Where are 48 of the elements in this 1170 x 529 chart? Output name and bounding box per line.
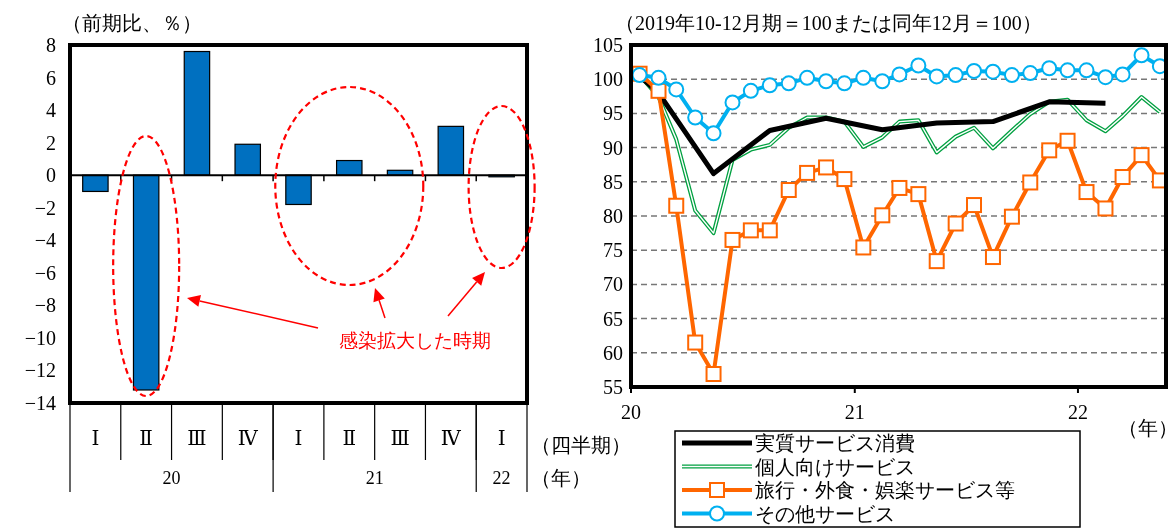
legend-label: 個人向けサービス [755,455,915,478]
y-axis-title: （前期比、％） [62,12,202,34]
x-tick-label: Ⅳ [237,427,259,449]
x-tick-label: Ⅲ [390,427,410,449]
y-tick-label: 95 [603,102,623,125]
x-tick-label: Ⅱ [342,427,357,449]
y-tick-label: 70 [603,273,623,296]
y-tick-label: 60 [603,341,623,364]
text: 22 [492,468,511,489]
y-tick-label: 90 [603,136,623,159]
y-tick-label: 105 [593,34,623,56]
y-tick-label: −8 [34,294,56,317]
legend-label: その他サービス [755,502,895,525]
y-tick-label: −14 [24,392,56,414]
legend-label: 旅行・外食・娯楽サービス等 [755,479,1015,501]
x-tick-label: 20 [621,401,641,423]
x-tick-label: 22 [1067,401,1088,423]
y-tick-label: −12 [24,359,56,382]
y-tick-label: 75 [603,239,623,262]
y-tick-label: −4 [34,229,56,252]
x-tick-label: Ⅰ [294,427,303,449]
x-tick-label: Ⅳ [440,427,462,449]
x-tick-label: Ⅲ [187,427,207,449]
x-axis-title: （四半期） [531,434,631,456]
x-tick-label: Ⅰ [91,427,100,449]
y-tick-label: 8 [46,34,56,56]
text: （年） [531,467,591,489]
text: 21 [365,468,384,489]
y-tick-label: 80 [603,205,623,227]
y-tick-label: 4 [46,99,56,122]
x-tick-label: Ⅰ [497,427,506,449]
y-tick-label: 65 [603,307,623,330]
annotation: 感染拡大した時期 [339,329,491,351]
y-tick-label: 6 [46,66,56,89]
y-tick-label: 100 [593,68,623,91]
legend-label: 実質サービス消費 [755,432,915,454]
y-tick-label: 0 [46,164,56,187]
x-tick-label: 21 [844,401,865,423]
x-axis-title: （年） [1118,417,1170,439]
text: 20 [162,468,181,489]
y-tick-label: 85 [603,170,623,193]
y-tick-label: −2 [34,196,56,219]
x-tick-label: Ⅱ [139,427,153,449]
y-tick-label: 2 [46,131,56,154]
y-tick-label: −10 [24,326,56,349]
y-axis-title: （2019年10-12月期＝100または同年12月＝100） [615,12,1042,34]
y-tick-label: −6 [34,261,56,284]
y-tick-label: 55 [603,376,623,398]
